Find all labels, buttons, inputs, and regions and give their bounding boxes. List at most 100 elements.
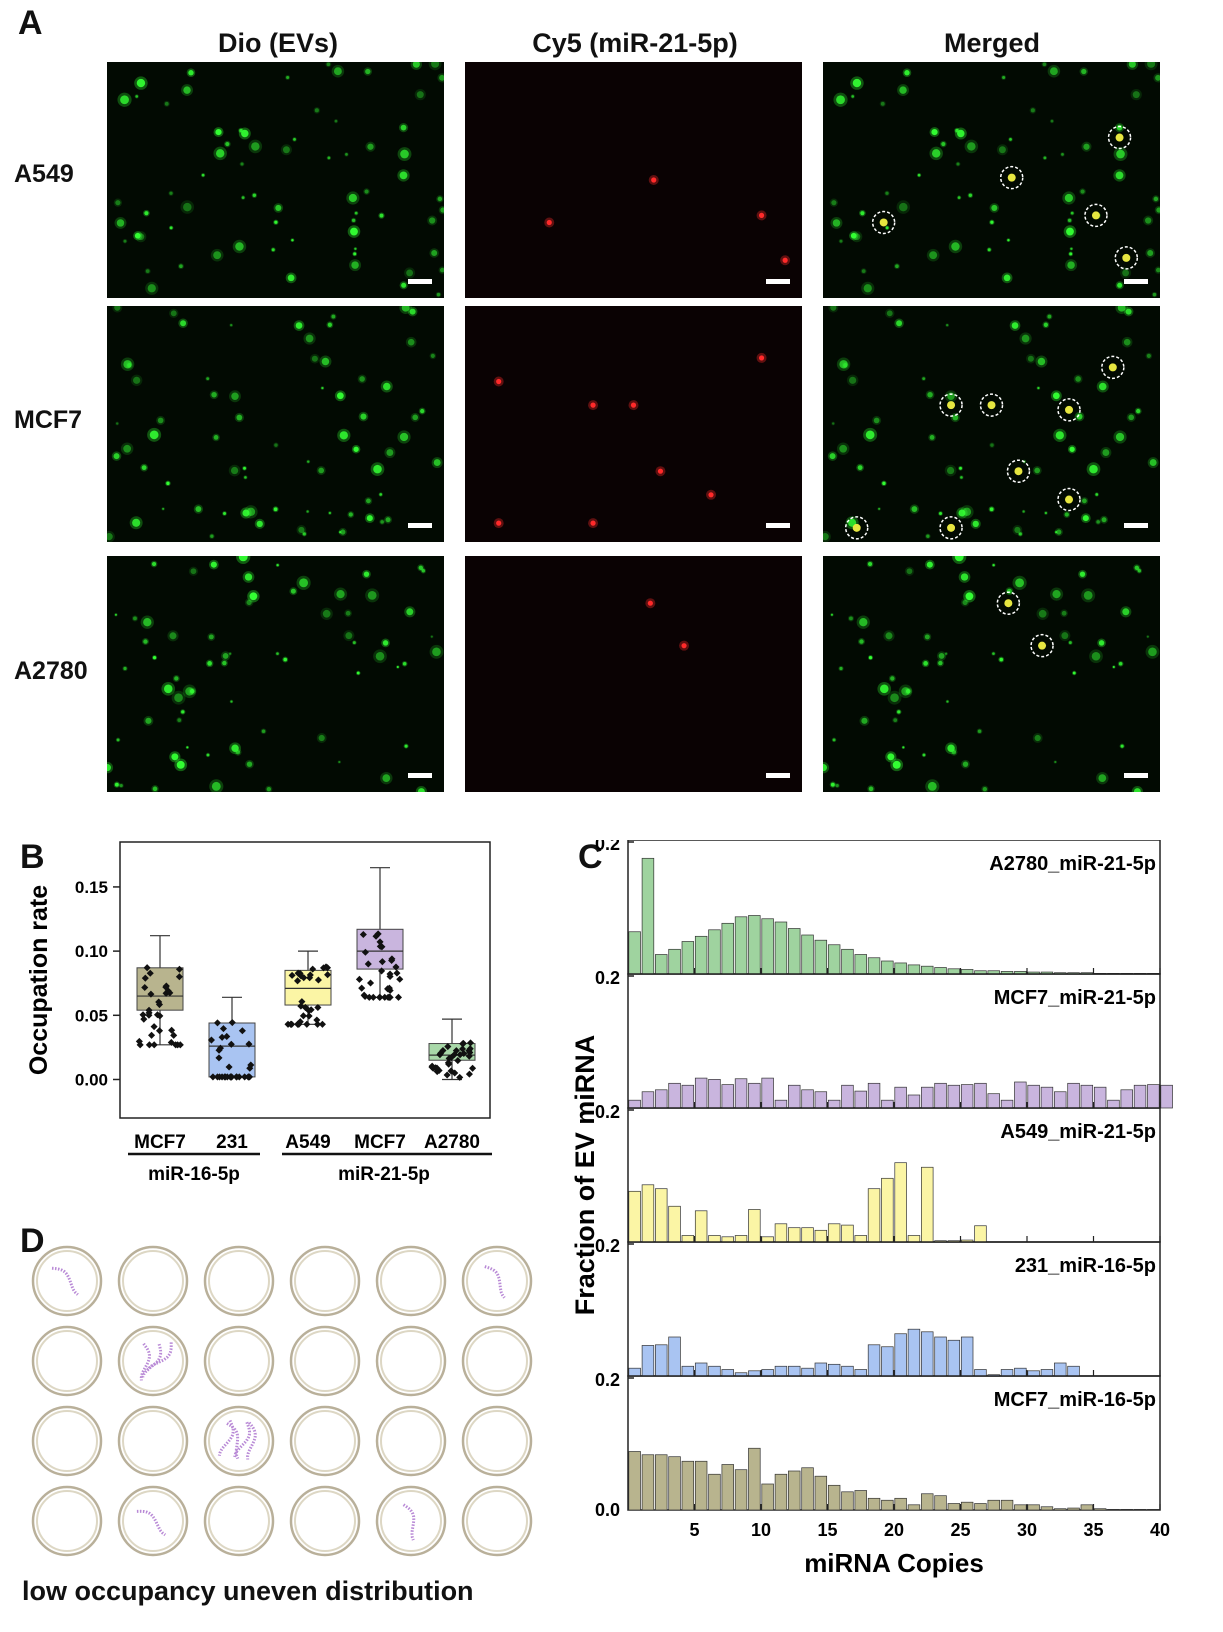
ev-spot: [318, 734, 325, 742]
ev-spot: [353, 252, 357, 256]
ev-spot-glow: [357, 374, 367, 384]
vesicle-membrane-inner: [294, 1330, 356, 1392]
ev-spot: [1061, 610, 1067, 616]
data-point: [360, 991, 368, 999]
ev-spot: [1050, 119, 1054, 123]
ev-spot-glow: [1145, 352, 1153, 360]
ev-spot: [832, 738, 836, 742]
histogram-bar: [1067, 1507, 1080, 1511]
ev-spot: [832, 422, 835, 425]
ev-spot: [290, 588, 296, 594]
ev-spot: [339, 431, 348, 440]
ev-spot: [136, 78, 146, 88]
ev-spot: [116, 219, 125, 227]
ev-spot: [243, 466, 246, 470]
ev-spot: [899, 202, 908, 212]
ev-spot: [293, 138, 296, 141]
y-tick-label: 0.05: [75, 1006, 108, 1025]
histogram-bar: [1107, 1508, 1120, 1511]
vesicle-membrane-inner: [36, 1410, 98, 1472]
ev-spot: [132, 518, 141, 527]
ev-spot: [366, 515, 373, 522]
ev-spot-glow: [310, 353, 320, 364]
ev-spot: [180, 320, 187, 327]
ev-spot: [1080, 189, 1085, 194]
ev-spot: [351, 218, 356, 223]
x-tick-label: 5: [689, 1520, 699, 1540]
ev-spot: [276, 652, 279, 655]
histogram-bar: [801, 1367, 814, 1377]
data-point: [288, 971, 296, 979]
ev-spot: [186, 746, 189, 749]
histogram-bar: [708, 1473, 721, 1511]
plot-frame: [119, 841, 491, 1119]
ev-spot: [242, 509, 250, 517]
ev-spot: [244, 573, 253, 581]
histogram-bar: [960, 1336, 974, 1377]
ev-spot: [959, 466, 962, 470]
rna-strand: [136, 1509, 167, 1537]
ev-spot: [1070, 247, 1073, 250]
data-point: [374, 930, 382, 938]
ev-spot-glow: [280, 144, 292, 156]
histogram-bar: [761, 1369, 774, 1377]
ev-spot-glow: [130, 374, 143, 387]
colocalized-spot: [1065, 495, 1074, 504]
vesicle-membrane-inner: [294, 1490, 356, 1552]
ev-spot: [328, 511, 332, 515]
ev-spot-glow: [373, 649, 387, 664]
mirna-spot: [546, 219, 552, 226]
ev-spot-glow: [1153, 73, 1160, 83]
colocalization-circle: [996, 591, 1021, 615]
ev-spot: [266, 786, 272, 792]
ev-spot: [238, 556, 248, 562]
ev-spot: [962, 761, 969, 767]
ev-spot-glow: [884, 190, 890, 196]
ev-spot: [430, 635, 433, 638]
histogram-bar: [801, 1089, 814, 1109]
ev-spot: [1147, 250, 1154, 256]
ev-spot-glow: [115, 421, 120, 426]
ev-spot: [166, 481, 170, 486]
histogram-bar: [1054, 1362, 1067, 1377]
histogram-bar: [827, 1484, 841, 1511]
histogram-bar: [921, 1493, 934, 1511]
row-label-a549: A549: [14, 160, 74, 188]
ev-spot-glow: [1059, 630, 1071, 642]
ev-spot: [439, 267, 444, 273]
data-point: [433, 1064, 441, 1072]
ev-spot: [836, 95, 845, 105]
ev-spot: [947, 744, 955, 752]
histogram-bar: [1120, 1508, 1133, 1511]
ev-spot: [962, 599, 968, 606]
histogram-bar: [681, 1235, 695, 1243]
ev-spot: [327, 156, 331, 160]
subplot-title: 231_miR-16-5p: [1015, 1255, 1156, 1277]
vesicle: [461, 1485, 533, 1557]
vesicle: [31, 1325, 103, 1397]
ev-spot: [333, 67, 342, 76]
ev-spot: [1021, 334, 1030, 343]
ev-spot: [1101, 517, 1107, 523]
mirna-spot: [708, 492, 714, 498]
ev-spot: [904, 70, 910, 76]
vesicle-membrane-inner: [466, 1330, 528, 1392]
vesicle-membrane-inner: [36, 1330, 98, 1392]
x-tick-label: 35: [1083, 1520, 1103, 1540]
ev-spot: [375, 651, 385, 661]
ev-spot: [327, 322, 332, 327]
rna-strand: [226, 1422, 240, 1460]
data-point: [318, 1020, 326, 1028]
colocalization-circle: [1006, 459, 1031, 483]
ev-spot: [211, 392, 217, 398]
ev-spot-glow: [944, 464, 957, 477]
ev-spot: [115, 200, 121, 206]
histogram-bar: [974, 1503, 987, 1511]
ev-spot: [1056, 529, 1062, 535]
vesicle: [203, 1405, 275, 1477]
ev-spot: [244, 476, 247, 479]
data-point: [135, 1037, 143, 1045]
ev-spot-glow: [343, 630, 355, 642]
ev-spot: [229, 652, 232, 655]
histogram-bar: [854, 1490, 867, 1511]
